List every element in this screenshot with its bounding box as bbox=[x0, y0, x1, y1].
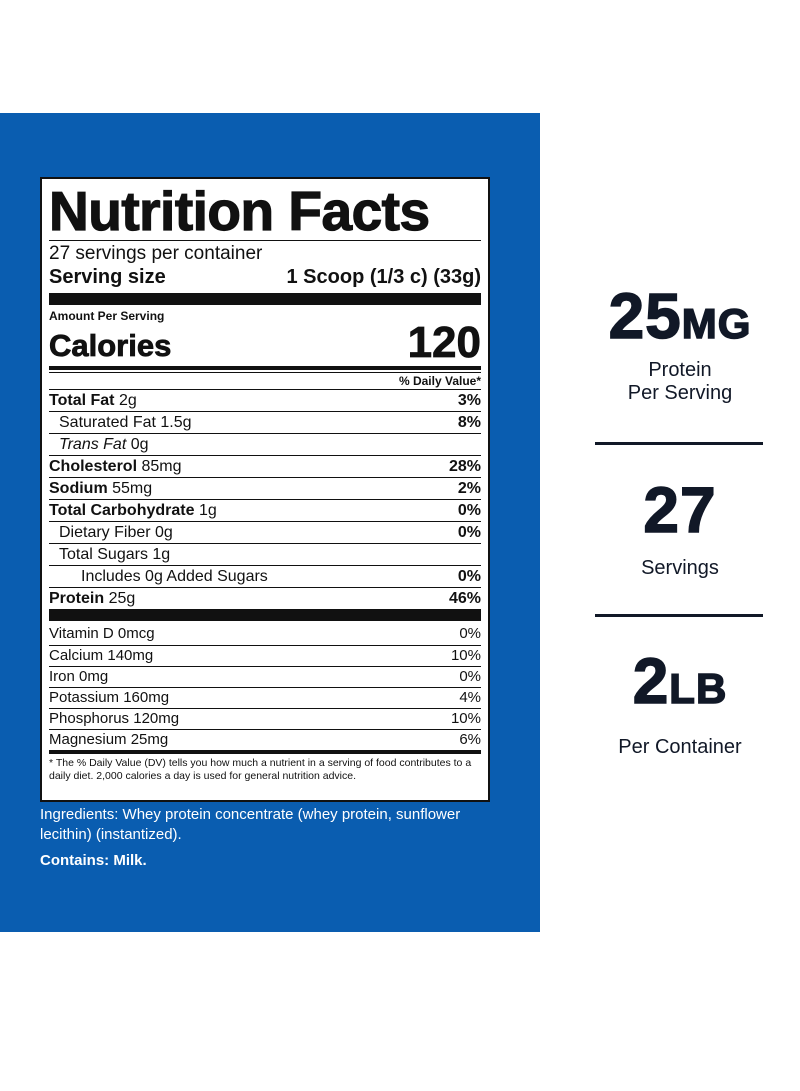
stat-unit: MG bbox=[681, 299, 752, 348]
stat-container: 2LB Per Container bbox=[580, 645, 780, 759]
vitamin-amount: 120mg bbox=[133, 710, 180, 727]
vitamin-row: Vitamin D 0mcg 0% bbox=[49, 624, 481, 645]
nutrient-dv: 0% bbox=[457, 524, 481, 541]
vitamin-dv: 10% bbox=[450, 710, 481, 727]
amount-per-serving: Amount Per Serving bbox=[49, 309, 165, 323]
nutrient-row-sodium: Sodium 55mg 2% bbox=[49, 477, 481, 499]
nutrient-name: Total Carbohydrate bbox=[49, 502, 195, 519]
nutrient-amount: 1g bbox=[198, 502, 217, 519]
vitamin-row: Magnesium 25mg 6% bbox=[49, 729, 481, 750]
nutrient-row-added-sugars: Includes 0g Added Sugars 0% bbox=[49, 565, 481, 587]
stat-value: 25MG bbox=[608, 280, 752, 352]
vitamin-amount: 0mg bbox=[79, 668, 109, 685]
vitamin-dv: 10% bbox=[450, 647, 481, 664]
daily-value-footnote: * The % Daily Value (DV) tells you how m… bbox=[49, 757, 472, 782]
thick-rule bbox=[49, 609, 481, 621]
nutrient-dv: 0% bbox=[457, 568, 481, 585]
vitamin-name: Calcium bbox=[49, 647, 104, 664]
nutrition-facts-label: Nutrition Facts 27 servings per containe… bbox=[40, 177, 490, 802]
medium-rule bbox=[49, 750, 481, 754]
nutrient-row-total-fat: Total Fat 2g 3% bbox=[49, 389, 481, 411]
nutrient-name: Protein bbox=[49, 590, 105, 607]
nutrient-dv: 2% bbox=[457, 480, 481, 497]
stat-value: 2LB bbox=[632, 645, 728, 717]
vitamin-amount: 0mcg bbox=[117, 625, 155, 642]
nutrient-amount: 0g bbox=[155, 524, 173, 541]
serving-size-row: Serving size 1 Scoop (1/3 c) (33g) bbox=[49, 265, 481, 293]
nutrient-name: Includes 0g Added Sugars bbox=[81, 568, 268, 585]
nutrient-row-protein: Protein 25g 46% bbox=[49, 587, 481, 609]
nutrient-amount: 1g bbox=[152, 546, 171, 563]
vitamin-row: Potassium 160mg 4% bbox=[49, 687, 481, 708]
serving-size-value: 1 Scoop (1/3 c) (33g) bbox=[286, 266, 482, 288]
thick-rule bbox=[49, 293, 481, 305]
stat-label: Servings bbox=[641, 557, 719, 579]
nutrient-row-cholesterol: Cholesterol 85mg 28% bbox=[49, 455, 481, 477]
nutrient-row-total-carbohydrate: Total Carbohydrate 1g 0% bbox=[49, 499, 481, 521]
vitamin-list: Vitamin D 0mcg 0% Calcium 140mg 10% Iron… bbox=[49, 621, 481, 750]
nutrient-row-saturated-fat: Saturated Fat 1.5g 8% bbox=[49, 411, 481, 433]
divider bbox=[49, 240, 481, 241]
nutrient-amount: 85mg bbox=[141, 458, 182, 475]
stat-servings: 27 Servings bbox=[580, 474, 780, 580]
nutrient-name: Total Sugars bbox=[59, 546, 148, 563]
stat-divider bbox=[595, 442, 763, 445]
nutrient-name: Dietary Fiber bbox=[59, 524, 151, 541]
serving-size-label: Serving size bbox=[49, 266, 166, 288]
ingredients-text: Ingredients: Whey protein concentrate (w… bbox=[40, 806, 461, 843]
calories-label: Calories bbox=[49, 328, 172, 363]
vitamin-amount: 25mg bbox=[130, 731, 169, 748]
calories-value: 120 bbox=[407, 318, 481, 367]
stat-label: Per Serving bbox=[627, 382, 733, 404]
medium-rule bbox=[49, 366, 481, 370]
stat-divider bbox=[595, 614, 763, 617]
vitamin-amount: 160mg bbox=[123, 689, 170, 706]
vitamin-row: Calcium 140mg 10% bbox=[49, 645, 481, 666]
vitamin-name: Magnesium bbox=[49, 731, 127, 748]
nutrient-amount: 55mg bbox=[112, 480, 153, 497]
label-title: Nutrition Facts bbox=[48, 180, 430, 242]
nutrient-dv: 28% bbox=[448, 458, 481, 475]
vitamin-name: Iron bbox=[49, 668, 75, 685]
nutrient-amount: 2g bbox=[118, 392, 137, 409]
nutrient-row-dietary-fiber: Dietary Fiber 0g 0% bbox=[49, 521, 481, 543]
nutrient-name: Total Fat bbox=[49, 392, 115, 409]
servings-per-container: 27 servings per container bbox=[49, 243, 263, 264]
vitamin-dv: 0% bbox=[459, 625, 481, 642]
vitamin-dv: 6% bbox=[459, 731, 481, 748]
vitamin-name: Phosphorus bbox=[49, 710, 130, 727]
nutrient-dv: 3% bbox=[457, 392, 481, 409]
stat-value: 27 bbox=[643, 474, 717, 546]
vitamin-amount: 140mg bbox=[107, 647, 154, 664]
nutrient-name: Saturated Fat bbox=[59, 414, 156, 431]
stat-protein: 25MG Protein Per Serving bbox=[580, 280, 780, 405]
nutrient-name: Sodium bbox=[49, 480, 108, 497]
nutrient-name: Cholesterol bbox=[49, 458, 138, 475]
nutrient-row-total-sugars: Total Sugars 1g bbox=[49, 543, 481, 565]
allergen-statement: Contains: Milk. bbox=[40, 852, 147, 869]
stat-unit: LB bbox=[669, 664, 728, 713]
calories-row: Calories 120 bbox=[49, 318, 482, 367]
vitamin-row: Phosphorus 120mg 10% bbox=[49, 708, 481, 729]
nutrient-dv: 46% bbox=[448, 590, 481, 607]
nutrient-amount: 0g bbox=[130, 436, 149, 453]
nutrient-amount: 25g bbox=[108, 590, 136, 607]
nutrient-name: Trans Fat bbox=[59, 436, 127, 453]
vitamin-name: Vitamin D bbox=[49, 625, 114, 642]
vitamin-dv: 0% bbox=[459, 668, 481, 685]
vitamin-name: Potassium bbox=[49, 689, 120, 706]
nutrient-dv: 8% bbox=[457, 414, 481, 431]
stat-label: Per Container bbox=[618, 736, 742, 758]
stat-label: Protein bbox=[648, 359, 712, 381]
nutrient-row-trans-fat: Trans Fat 0g bbox=[49, 433, 481, 455]
nutrient-amount: 1.5g bbox=[160, 414, 192, 431]
vitamin-row: Iron 0mg 0% bbox=[49, 666, 481, 687]
nutrient-dv: 0% bbox=[457, 502, 481, 519]
vitamin-dv: 4% bbox=[459, 689, 481, 706]
daily-value-header: % Daily Value* bbox=[49, 372, 481, 389]
